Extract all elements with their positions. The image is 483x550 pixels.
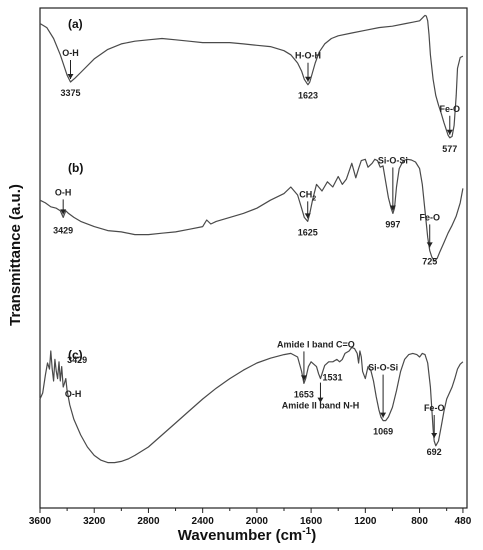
annotation-value: 1069 xyxy=(373,427,393,437)
x-tick-label: 800 xyxy=(411,516,428,527)
annotation-label: Fe-O xyxy=(419,212,440,222)
panel-label: (c) xyxy=(68,348,83,362)
peak-annotations: (a) O-H 3375 H-O-H 1623 Fe-O 577 (b) O-H 3429 CH2 1… xyxy=(53,17,460,457)
arrow-head xyxy=(446,129,453,135)
x-tick-label: 1200 xyxy=(354,516,377,527)
annotation-value: 3429 xyxy=(67,355,87,365)
spectrum-curve-1 xyxy=(39,14,464,139)
annotation-value: 725 xyxy=(422,256,437,266)
x-tick-label: 2000 xyxy=(246,516,269,527)
arrow-head xyxy=(67,74,74,79)
panel-label: (b) xyxy=(68,161,83,175)
arrow-head xyxy=(389,205,396,211)
annotation-value: 997 xyxy=(385,219,400,229)
annotation-label: Fe-O xyxy=(424,403,445,413)
x-tick-label: 3200 xyxy=(83,516,106,527)
annotation-value: 3429 xyxy=(53,225,73,235)
annotation-value: 692 xyxy=(427,447,442,457)
spectra-curves xyxy=(39,14,464,464)
annotation-label: Amide II band N-H xyxy=(282,401,360,411)
arrow-head xyxy=(431,433,438,438)
arrow-head xyxy=(317,397,324,403)
x-tick-label: 2400 xyxy=(192,516,215,527)
arrow-head xyxy=(426,242,433,248)
annotation-label: CH2 xyxy=(299,189,316,202)
annotation-value: 1625 xyxy=(298,227,318,237)
y-axis-title: Transmittance (a.u.) xyxy=(7,184,24,326)
x-tick-label: 2800 xyxy=(137,516,160,527)
arrow-head xyxy=(380,412,387,418)
x-tick-label: 1600 xyxy=(300,516,323,527)
x-axis-title: Wavenumber (cm-1) xyxy=(178,526,316,544)
annotation-label: Si-O-Si xyxy=(368,363,398,373)
arrow-head xyxy=(300,375,307,381)
annotation-label: O-H xyxy=(55,187,72,197)
annotation-label: H-O-H xyxy=(295,51,321,61)
plot-frame xyxy=(39,7,468,509)
x-axis-ticks: 3600 3200 2800 2400 2000 1600 1200 800 480 xyxy=(29,508,472,527)
annotation-label: Fe-O xyxy=(440,104,461,114)
annotation-value: 1531 xyxy=(322,373,342,383)
annotation-label: O-H xyxy=(65,389,82,399)
annotation-label: Amide I band C=O xyxy=(277,339,355,349)
annotation-label: Si-O-Si xyxy=(378,155,408,165)
annotation-value: 1623 xyxy=(298,91,318,101)
x-tick-label: 3600 xyxy=(29,516,52,527)
spectrum-curve-2 xyxy=(39,158,464,262)
arrow-head xyxy=(60,209,67,215)
plot-border xyxy=(39,7,468,509)
spectrum-curve-3 xyxy=(39,346,464,464)
annotation-value: 1653 xyxy=(294,389,314,399)
annotation-label: O-H xyxy=(62,48,79,58)
arrow-head xyxy=(304,76,311,82)
arrow-head xyxy=(304,213,311,219)
x-tick-label: 480 xyxy=(455,516,472,527)
annotation-value: 577 xyxy=(442,144,457,154)
annotation-value: 3375 xyxy=(60,88,80,98)
panel-label: (a) xyxy=(68,17,83,31)
